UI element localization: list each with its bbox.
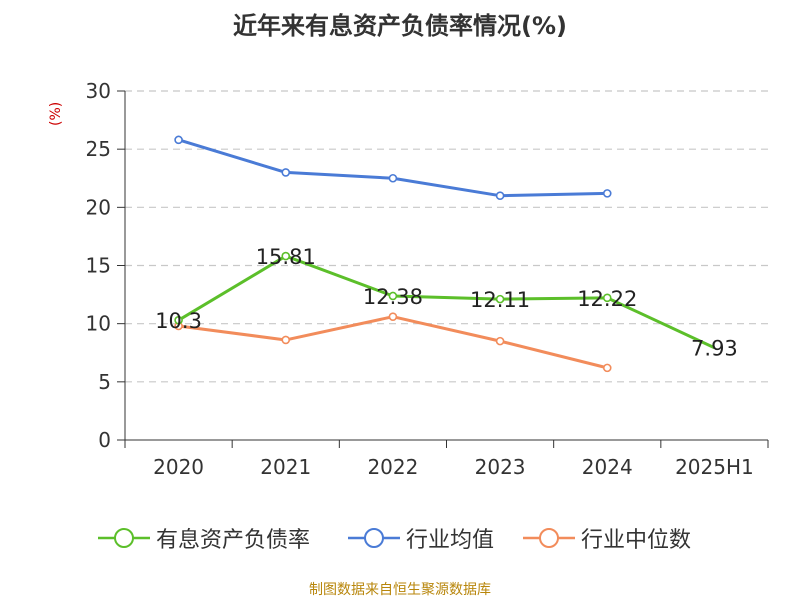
legend-label: 行业中位数 <box>581 528 692 553</box>
data-point <box>281 251 291 261</box>
x-tick-label: 2021 <box>260 455 311 479</box>
data-point <box>495 294 505 304</box>
data-point <box>495 191 505 200</box>
data-point <box>602 189 612 198</box>
data-point <box>174 135 183 145</box>
data-point <box>281 335 291 345</box>
data-label: 12.22 <box>577 287 637 311</box>
y-tick-label: 0 <box>98 428 111 452</box>
legend-marker-icon <box>98 528 150 548</box>
data-label: 12.38 <box>363 285 423 309</box>
data-point <box>388 173 398 183</box>
legend-label: 行业均值 <box>406 528 495 553</box>
data-point <box>281 168 291 177</box>
y-tick-label: 30 <box>86 79 111 103</box>
data-point <box>388 291 398 301</box>
data-label: 15.81 <box>256 245 316 269</box>
data-label: 10.3 <box>155 309 202 333</box>
legend-marker-icon <box>523 528 575 548</box>
y-tick-label: 5 <box>98 370 111 394</box>
data-point <box>174 315 183 325</box>
x-tick-label: 2025H1 <box>675 455 754 479</box>
series-line <box>178 315 608 370</box>
legend-item-series-0[interactable]: 有息资产负债率 <box>98 523 310 553</box>
x-tick-label: 2024 <box>582 455 633 479</box>
y-tick-label: 20 <box>86 195 111 219</box>
chart-legend: 有息资产负债率 行业均值 行业中位数 <box>0 523 800 553</box>
y-tick-label: 15 <box>86 254 111 278</box>
legend-marker-icon <box>348 528 400 548</box>
series-line <box>177 254 716 350</box>
x-tick-label: 2022 <box>367 455 418 479</box>
y-tick-label: 10 <box>86 312 111 336</box>
data-point <box>388 312 398 321</box>
source-footer: 制图数据来自恒生聚源数据库 <box>309 582 491 598</box>
data-label: 7.93 <box>691 337 738 361</box>
x-tick-label: 2023 <box>475 455 526 479</box>
x-tick-label: 2020 <box>153 455 204 479</box>
legend-label: 有息资产负债率 <box>156 528 311 553</box>
series-line <box>178 138 608 198</box>
chart-title: 近年来有息资产负债率情况(%) <box>233 12 567 40</box>
data-point <box>602 293 612 303</box>
data-point <box>602 363 612 373</box>
y-tick-label: 25 <box>86 137 111 161</box>
data-label: 12.11 <box>470 288 530 312</box>
legend-item-series-2[interactable]: 行业中位数 <box>523 523 691 553</box>
data-point <box>495 336 505 346</box>
legend-item-series-1[interactable]: 行业均值 <box>348 523 494 553</box>
